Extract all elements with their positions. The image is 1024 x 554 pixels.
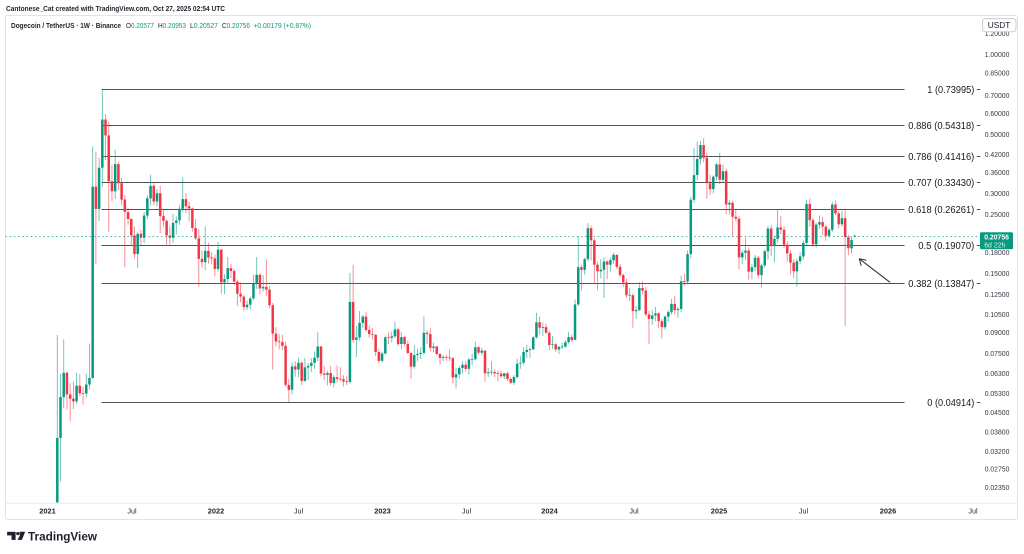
svg-text:0.85000: 0.85000 (985, 71, 1010, 78)
svg-text:0.09000: 0.09000 (985, 330, 1010, 337)
svg-text:Dogecoin / TetherUS · 1W · Bin: Dogecoin / TetherUS · 1W · Binance (11, 21, 121, 30)
svg-text:Jul: Jul (462, 507, 472, 516)
svg-text:0.04500: 0.04500 (985, 410, 1010, 417)
svg-text:C0.20756: C0.20756 (222, 21, 250, 30)
svg-text:2021: 2021 (39, 507, 56, 516)
svg-text:TradingView: TradingView (28, 530, 98, 544)
svg-text:0.5 (0.19070): 0.5 (0.19070) (918, 241, 974, 252)
svg-text:2023: 2023 (374, 507, 391, 516)
svg-text:Jul: Jul (294, 507, 304, 516)
svg-text:+0.00179 (+0.87%): +0.00179 (+0.87%) (254, 21, 312, 30)
svg-text:2022: 2022 (208, 507, 225, 516)
svg-text:0.18000: 0.18000 (985, 250, 1010, 257)
svg-text:Cantonese_Cat created with Tra: Cantonese_Cat created with TradingView.c… (6, 4, 226, 13)
svg-text:0.30000: 0.30000 (985, 191, 1010, 198)
svg-text:Jul: Jul (968, 507, 978, 516)
svg-text:O0.20577: O0.20577 (126, 21, 154, 30)
svg-text:1.20000: 1.20000 (985, 31, 1010, 38)
svg-text:2024: 2024 (541, 507, 558, 516)
svg-text:0.25000: 0.25000 (985, 212, 1010, 219)
svg-text:0.05300: 0.05300 (985, 391, 1010, 398)
svg-text:Jul: Jul (629, 507, 639, 516)
svg-text:0.02350: 0.02350 (985, 485, 1010, 492)
svg-text:0.03200: 0.03200 (985, 449, 1010, 456)
svg-text:2025: 2025 (711, 507, 728, 516)
svg-text:0.36000: 0.36000 (985, 170, 1010, 177)
svg-text:0.15000: 0.15000 (985, 271, 1010, 278)
svg-text:0.12500: 0.12500 (985, 292, 1010, 299)
svg-text:0.20756: 0.20756 (984, 235, 1009, 242)
svg-text:Jul: Jul (799, 507, 809, 516)
svg-text:0.886 (0.54318): 0.886 (0.54318) (908, 121, 974, 132)
svg-text:0.50000: 0.50000 (985, 132, 1010, 139)
svg-text:USDT: USDT (988, 20, 1011, 30)
svg-text:0 (0.04914): 0 (0.04914) (927, 398, 974, 409)
svg-text:0.382 (0.13847): 0.382 (0.13847) (908, 279, 974, 290)
svg-text:6d 22h: 6d 22h (984, 242, 1005, 249)
svg-text:L0.20527: L0.20527 (190, 21, 218, 30)
svg-text:0.10500: 0.10500 (985, 312, 1010, 319)
svg-text:0.707 (0.33430): 0.707 (0.33430) (908, 178, 974, 189)
svg-text:H0.20953: H0.20953 (158, 21, 186, 30)
svg-text:0.60000: 0.60000 (985, 111, 1010, 118)
svg-text:0.42000: 0.42000 (985, 152, 1010, 159)
svg-text:0.618 (0.26261): 0.618 (0.26261) (908, 205, 974, 216)
svg-text:0.70000: 0.70000 (985, 93, 1010, 100)
svg-text:1.00000: 1.00000 (985, 52, 1010, 59)
svg-text:2026: 2026 (880, 507, 897, 516)
svg-text:0.07500: 0.07500 (985, 351, 1010, 358)
svg-text:Jul: Jul (127, 507, 137, 516)
svg-text:0.06300: 0.06300 (985, 371, 1010, 378)
svg-text:0.03800: 0.03800 (985, 429, 1010, 436)
svg-text:0.02750: 0.02750 (985, 467, 1010, 474)
svg-text:1 (0.73995): 1 (0.73995) (927, 85, 974, 96)
svg-text:0.786 (0.41416): 0.786 (0.41416) (908, 152, 974, 163)
